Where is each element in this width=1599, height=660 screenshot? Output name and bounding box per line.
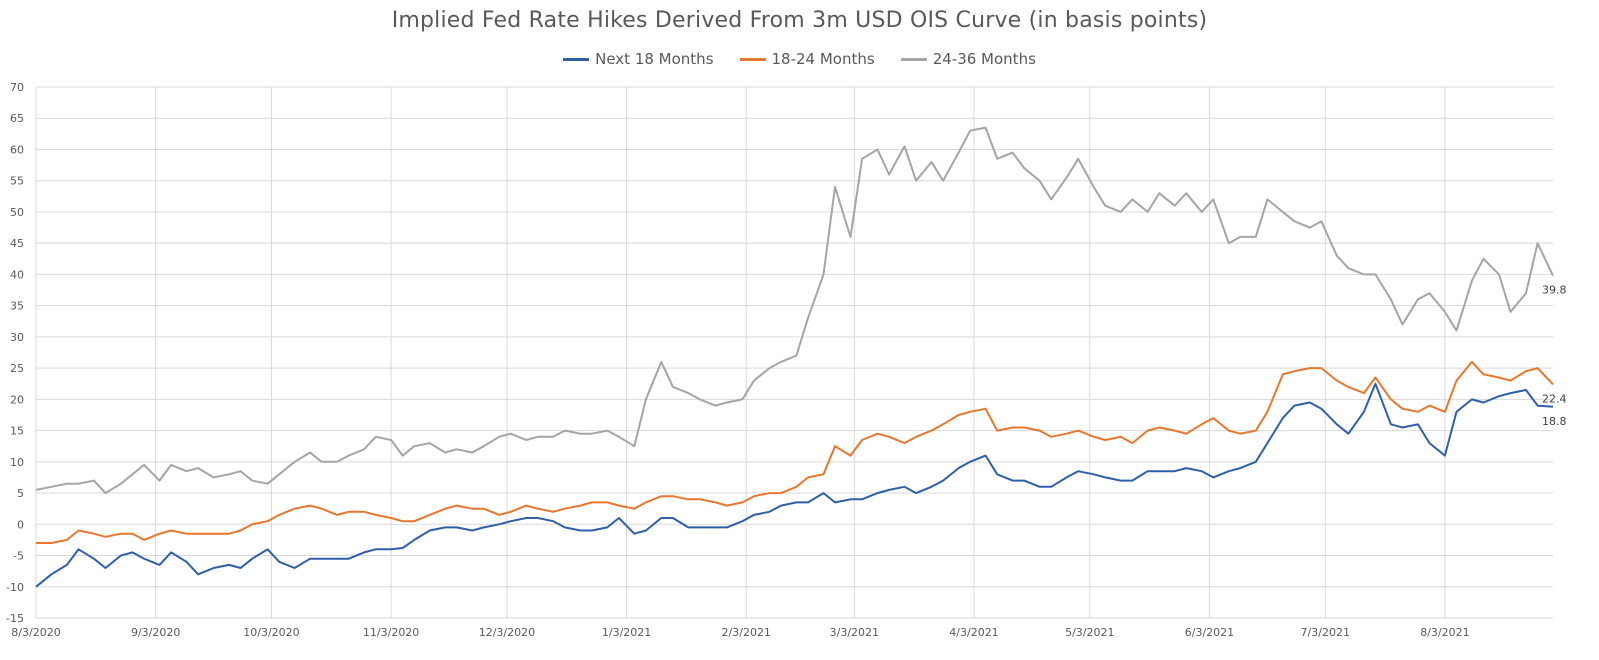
x-tick-label: 4/3/2021 — [949, 626, 998, 639]
y-tick-label: -5 — [13, 550, 24, 563]
chart-title: Implied Fed Rate Hikes Derived From 3m U… — [391, 8, 1208, 33]
x-tick-label: 12/3/2020 — [479, 626, 535, 639]
x-tick-label: 7/3/2021 — [1301, 626, 1350, 639]
legend-item-series-3: 24-36 Months — [900, 50, 1036, 68]
y-tick-label: 40 — [10, 268, 24, 281]
x-tick-label: 1/3/2021 — [602, 626, 651, 639]
end-label-series-2: 22.4 — [1542, 392, 1567, 405]
legend-swatch-series-2 — [739, 57, 766, 61]
legend-label-series-1: Next 18 Months — [595, 50, 714, 68]
series-line-1 — [35, 382, 1554, 588]
x-tick-label: 5/3/2021 — [1065, 626, 1114, 639]
legend-swatch-series-3 — [900, 57, 927, 61]
end-label-series-1: 18.8 — [1542, 415, 1567, 428]
y-tick-label: 0 — [17, 518, 24, 531]
y-tick-label: 60 — [10, 143, 24, 156]
legend-item-series-2: 18-24 Months — [739, 50, 875, 68]
y-tick-label: 20 — [10, 393, 24, 406]
series-line-3 — [35, 126, 1554, 495]
x-tick-label: 8/3/2020 — [11, 626, 60, 639]
y-tick-label: -10 — [6, 581, 24, 594]
y-tick-label: 50 — [10, 206, 24, 219]
x-tick-label: 2/3/2021 — [722, 626, 771, 639]
legend-label-series-3: 24-36 Months — [932, 50, 1036, 68]
chart-legend: Next 18 Months 18-24 Months 24-36 Months — [0, 50, 1599, 68]
x-tick-label: 3/3/2021 — [830, 626, 879, 639]
y-tick-label: 45 — [10, 237, 24, 250]
legend-item-series-1: Next 18 Months — [563, 50, 714, 68]
y-tick-label: 55 — [10, 175, 24, 188]
y-tick-label: 5 — [17, 487, 24, 500]
legend-swatch-series-1 — [563, 57, 590, 61]
y-tick-label: 10 — [10, 456, 24, 469]
y-tick-label: 25 — [10, 362, 24, 375]
y-tick-label: -15 — [6, 612, 24, 625]
end-label-series-3: 39.8 — [1542, 284, 1567, 297]
x-tick-label: 9/3/2020 — [131, 626, 180, 639]
legend-label-series-2: 18-24 Months — [771, 50, 875, 68]
series-line-2 — [36, 360, 1554, 544]
x-tick-label: 10/3/2020 — [243, 626, 299, 639]
y-tick-label: 70 — [10, 81, 24, 94]
x-tick-label: 11/3/2020 — [363, 626, 419, 639]
x-tick-label: 6/3/2021 — [1185, 626, 1234, 639]
y-tick-label: 35 — [10, 300, 24, 313]
y-tick-label: 15 — [10, 425, 24, 438]
y-tick-label: 65 — [10, 112, 24, 125]
y-tick-label: 30 — [10, 331, 24, 344]
x-tick-label: 8/3/2021 — [1420, 626, 1469, 639]
